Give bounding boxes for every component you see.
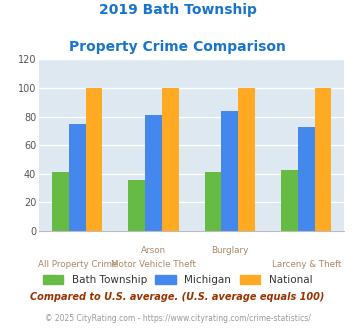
- Bar: [162, 88, 179, 231]
- Bar: [222, 111, 238, 231]
- Bar: [315, 88, 331, 231]
- Text: 2019 Bath Township: 2019 Bath Township: [99, 3, 256, 17]
- Text: Burglary: Burglary: [211, 246, 248, 255]
- Text: All Property Crime: All Property Crime: [38, 260, 117, 269]
- Text: Larceny & Theft: Larceny & Theft: [272, 260, 341, 269]
- Legend: Bath Township, Michigan, National: Bath Township, Michigan, National: [38, 271, 317, 289]
- Bar: [145, 115, 162, 231]
- Bar: [281, 170, 298, 231]
- Bar: [69, 124, 86, 231]
- Text: Compared to U.S. average. (U.S. average equals 100): Compared to U.S. average. (U.S. average …: [30, 292, 325, 302]
- Text: Property Crime Comparison: Property Crime Comparison: [69, 40, 286, 53]
- Bar: [86, 88, 102, 231]
- Text: © 2025 CityRating.com - https://www.cityrating.com/crime-statistics/: © 2025 CityRating.com - https://www.city…: [45, 314, 310, 323]
- Bar: [238, 88, 255, 231]
- Text: Motor Vehicle Theft: Motor Vehicle Theft: [111, 260, 196, 269]
- Bar: [129, 180, 145, 231]
- Bar: [298, 127, 315, 231]
- Bar: [52, 172, 69, 231]
- Bar: [205, 172, 222, 231]
- Text: Arson: Arson: [141, 246, 166, 255]
